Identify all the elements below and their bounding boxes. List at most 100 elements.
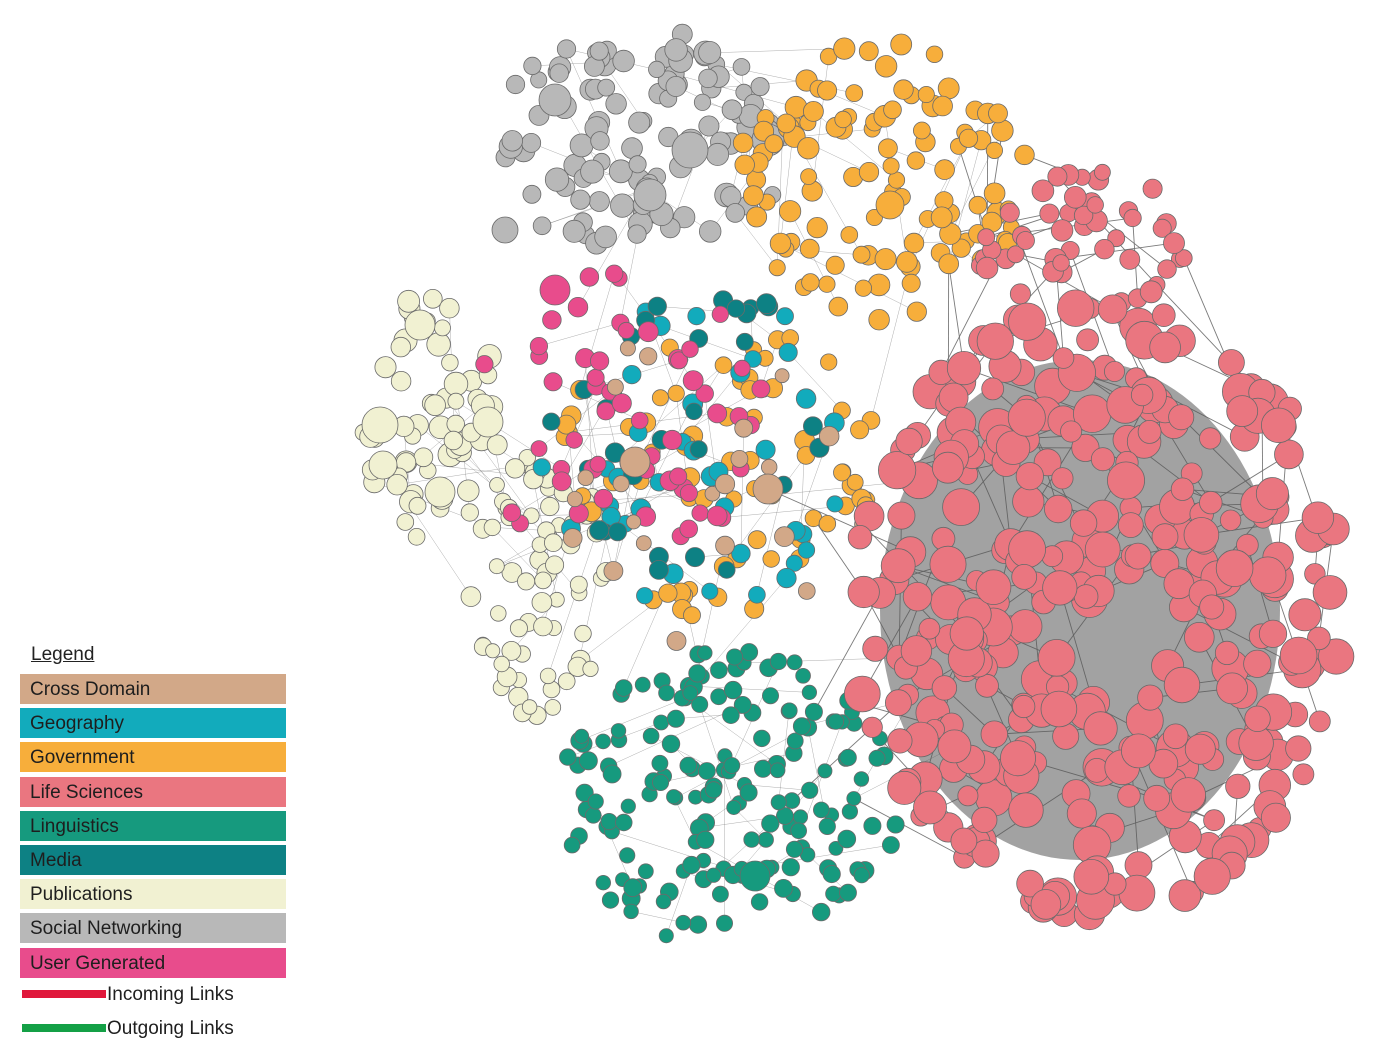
dataset-node	[538, 83, 572, 117]
dataset-node	[797, 541, 816, 559]
dataset-node	[589, 351, 610, 371]
dataset-node	[1168, 404, 1195, 431]
dataset-node	[900, 635, 933, 667]
dataset-node	[1016, 869, 1044, 898]
dataset-node	[1094, 238, 1115, 260]
dataset-node	[706, 142, 730, 166]
dataset-node	[1124, 851, 1153, 880]
dataset-node	[776, 113, 796, 134]
dataset-node	[903, 232, 925, 254]
dataset-node	[651, 389, 669, 407]
dataset-node	[818, 817, 836, 836]
dataset-node	[1084, 531, 1121, 568]
dataset-node	[812, 902, 831, 922]
dataset-node	[818, 275, 836, 293]
dataset-node	[999, 202, 1020, 223]
dataset-node	[812, 801, 830, 819]
dataset-node	[797, 582, 816, 600]
dataset-node	[390, 371, 412, 392]
dataset-node	[1142, 178, 1163, 199]
dataset-node	[714, 356, 733, 375]
dataset-node	[942, 488, 980, 527]
dataset-node	[801, 273, 820, 292]
dataset-node	[661, 734, 681, 754]
dataset-node	[850, 420, 870, 440]
link-edge	[579, 273, 615, 390]
dataset-node	[493, 655, 510, 673]
link-edge	[547, 532, 597, 676]
dataset-node	[534, 571, 552, 590]
dataset-node	[751, 379, 771, 399]
dataset-node	[533, 616, 553, 637]
dataset-node	[752, 473, 784, 505]
dataset-node	[932, 451, 964, 484]
dataset-node	[1260, 802, 1291, 833]
dataset-node	[1047, 166, 1068, 187]
dataset-node	[544, 167, 570, 192]
dataset-node	[1030, 889, 1062, 920]
dataset-node	[658, 684, 675, 702]
dataset-node	[521, 132, 542, 153]
dataset-node	[619, 446, 651, 478]
dataset-node	[929, 545, 967, 583]
dataset-node	[539, 274, 571, 306]
dataset-node	[1312, 575, 1348, 610]
dataset-node	[743, 185, 764, 207]
dataset-node	[542, 412, 561, 431]
dataset-node	[582, 660, 599, 678]
dataset-node	[617, 321, 635, 339]
dataset-node	[619, 340, 636, 357]
dataset-node	[635, 535, 652, 552]
dataset-node	[934, 159, 955, 180]
dataset-node	[740, 643, 759, 662]
dataset-node	[734, 154, 755, 176]
dataset-node	[938, 253, 959, 275]
dataset-node	[746, 206, 768, 228]
dataset-node	[1219, 509, 1242, 532]
dataset-node	[587, 793, 604, 810]
dataset-node	[687, 306, 706, 326]
dataset-node	[735, 332, 754, 351]
dataset-node	[764, 134, 784, 154]
dataset-node	[413, 447, 434, 468]
dataset-node	[706, 505, 728, 527]
dataset-node	[504, 458, 526, 479]
dataset-node	[658, 583, 678, 603]
dataset-node	[906, 301, 927, 322]
dataset-node	[1040, 690, 1078, 728]
dataset-node	[698, 115, 720, 137]
dataset-node	[1318, 638, 1355, 675]
dataset-node	[682, 370, 704, 392]
dataset-node	[483, 518, 502, 537]
dataset-node	[603, 561, 624, 581]
dataset-node	[681, 340, 699, 358]
dataset-node	[522, 184, 542, 204]
dataset-node	[543, 533, 563, 552]
dataset-node	[846, 473, 864, 491]
dataset-node	[634, 676, 651, 693]
dataset-node	[769, 762, 786, 779]
dataset-node	[762, 687, 780, 705]
dataset-node	[1121, 733, 1156, 769]
dataset-node	[679, 484, 698, 503]
dataset-node	[531, 592, 553, 613]
dataset-node	[1170, 477, 1195, 501]
link-edge	[721, 505, 846, 518]
dataset-node	[488, 558, 505, 575]
dataset-node	[501, 562, 523, 583]
dataset-node	[557, 672, 576, 691]
dataset-node	[698, 41, 722, 65]
dataset-node	[1203, 809, 1225, 832]
dataset-node	[1292, 763, 1315, 786]
dataset-node	[1193, 857, 1231, 895]
dataset-node	[874, 55, 898, 78]
dataset-node	[593, 488, 614, 509]
dataset-node	[931, 675, 958, 701]
dataset-node	[1056, 289, 1095, 327]
dataset-node	[704, 485, 721, 502]
dataset-node	[1014, 144, 1035, 166]
dataset-node	[556, 39, 577, 59]
dataset-node	[1009, 283, 1031, 305]
dataset-node	[457, 479, 480, 502]
dataset-node	[853, 867, 870, 884]
